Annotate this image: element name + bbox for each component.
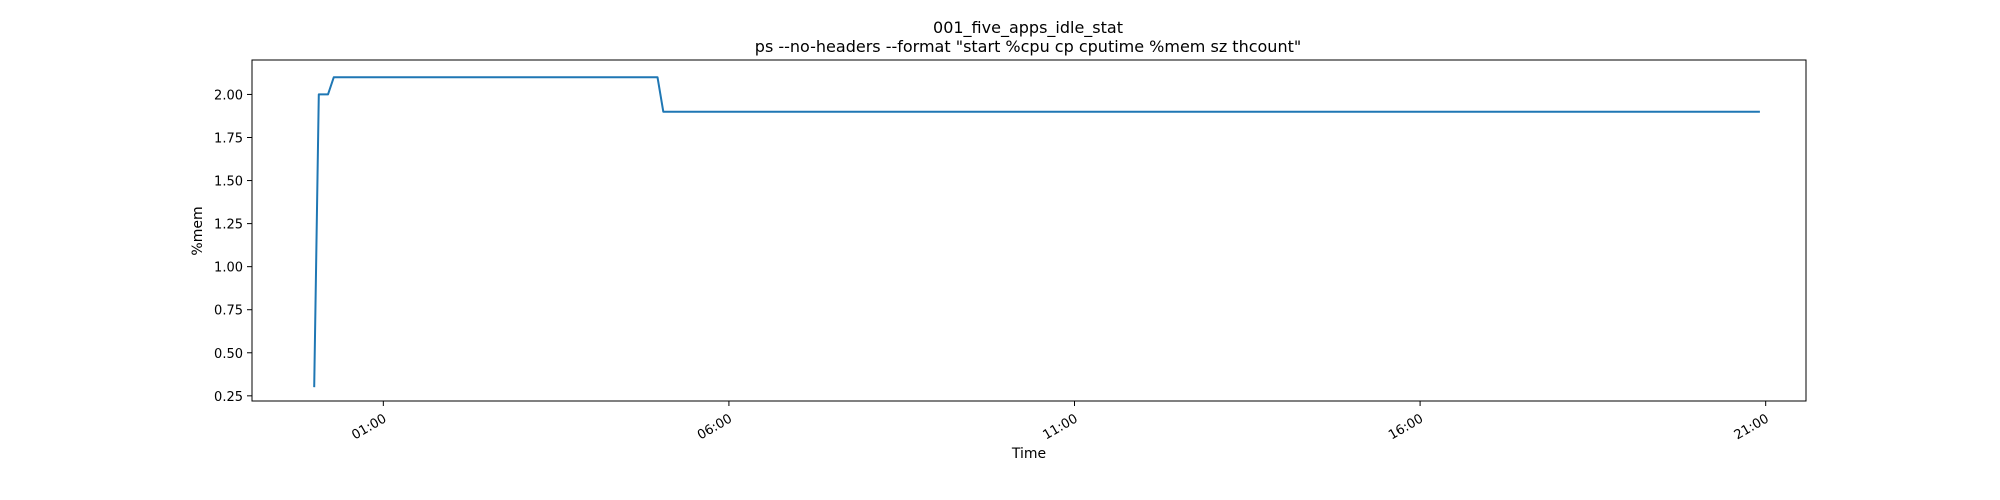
- y-tick-label: 1.00: [214, 261, 243, 276]
- y-tick-label: 1.25: [214, 218, 243, 233]
- y-tick-label: 1.50: [214, 175, 243, 190]
- x-axis: 01:00 06:00 11:00 16:00 21:00: [349, 401, 1772, 443]
- y-axis: 0.25 0.50 0.75 1.00 1.25 1.50 1.75 2.00: [214, 88, 252, 405]
- x-axis-label: Time: [1011, 446, 1046, 462]
- axes-frame: [251, 59, 1807, 402]
- x-tick-label: 16:00: [1386, 411, 1426, 443]
- x-tick-label: 21:00: [1732, 411, 1772, 443]
- y-tick-label: 0.25: [214, 390, 243, 405]
- y-axis-label: %mem: [190, 206, 206, 255]
- y-tick-label: 0.75: [214, 304, 243, 319]
- chart-title: 001_five_apps_idle_stat: [933, 18, 1123, 38]
- y-tick-label: 0.50: [214, 347, 243, 362]
- x-tick-label: 01:00: [349, 411, 389, 443]
- chart-subtitle: ps --no-headers --format "start %cpu cp …: [755, 37, 1301, 56]
- plot-area: [313, 76, 1760, 388]
- x-tick-label: 06:00: [695, 411, 735, 443]
- series-line-0: [313, 76, 1760, 388]
- y-tick-label: 2.00: [214, 88, 243, 103]
- y-tick-label: 1.75: [214, 132, 243, 147]
- x-tick-label: 11:00: [1041, 411, 1081, 443]
